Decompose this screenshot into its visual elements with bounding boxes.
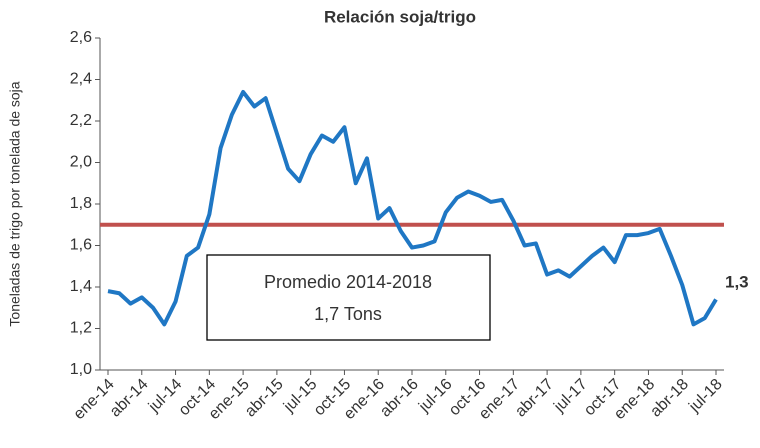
y-tick-label: 2,4: [70, 71, 92, 88]
end-label: 1,3: [725, 272, 749, 291]
x-tick-label: jul-18: [685, 376, 725, 416]
x-tick-label: abr-14: [107, 376, 152, 421]
x-tick-label: abr-17: [512, 376, 557, 421]
y-tick-label: 1,4: [70, 278, 92, 295]
x-tick-label: ene-14: [71, 376, 118, 423]
annotation-box: [206, 254, 491, 341]
y-axis-label: Toneladas de trigo por tonelada de soja: [7, 81, 23, 326]
x-tick-label: abr-16: [377, 376, 422, 421]
y-tick-label: 1,0: [70, 361, 92, 378]
y-tick-label: 2,0: [70, 154, 92, 171]
annotation: 1,7 Tons: [314, 304, 382, 324]
annotation: Promedio 2014-2018: [264, 272, 432, 292]
x-tick-label: abr-18: [647, 376, 692, 421]
y-tick-label: 1,8: [70, 195, 92, 212]
chart-title: Relación soja/trigo: [324, 7, 476, 26]
x-tick-label: abr-15: [242, 376, 287, 421]
y-tick-label: 2,6: [70, 29, 92, 46]
line: [107, 89, 718, 327]
y-tick-label: 1,2: [70, 320, 92, 337]
y-tick-label: 2,2: [70, 112, 92, 129]
y-tick-label: 1,6: [70, 237, 92, 254]
